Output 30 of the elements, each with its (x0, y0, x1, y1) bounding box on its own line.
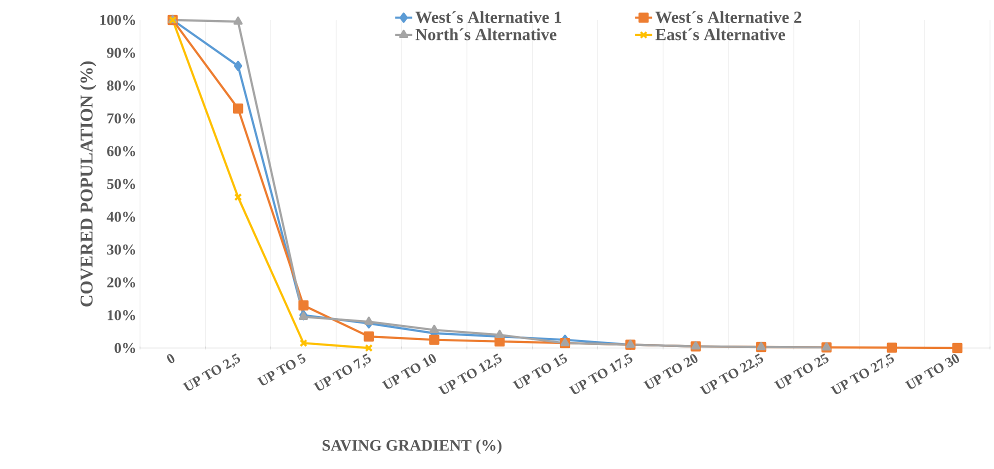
y-tick-label: 10% (108, 310, 136, 320)
x-tick-label: UP TO 22,5 (700, 353, 764, 394)
legend-label: West´s Alternative 1 (415, 11, 562, 24)
x-tick-label: UP TO 15 (512, 353, 567, 389)
x-tick-label: UP TO 12,5 (438, 353, 502, 394)
x-tick-label: UP TO 30 (904, 354, 960, 389)
legend-label: East´s Alternative (655, 28, 786, 40)
x-tick-label: UP TO 10 (382, 354, 436, 389)
y-tick-label: 90% (107, 48, 136, 58)
y-tick-label: 0% (114, 342, 136, 354)
legend-label: West´s Alternative 2 (655, 11, 802, 24)
y-tick-label: 50% (107, 178, 136, 190)
y-tick-label: 20% (107, 277, 136, 288)
x-tick-label: UP TO 20 (643, 354, 698, 389)
x-tick-label: 0 (167, 354, 174, 364)
y-tick-label: 40% (106, 212, 136, 222)
y-tick-label: 60% (107, 146, 136, 156)
x-tick-label: UP TO 17,5 (568, 353, 632, 394)
y-tick-label: 70% (107, 113, 136, 124)
x-axis-title: SAVING GRADIENT (%) (322, 440, 502, 454)
x-tick-label: UP TO 7,5 (313, 353, 371, 391)
x-tick-label: UP TO 5 (257, 353, 306, 386)
legend-label: North´s Alternative (416, 28, 556, 40)
x-tick-label: UP TO 27,5 (830, 353, 894, 394)
y-tick-label: 30% (107, 244, 136, 255)
y-axis-title: COVERED POPULATION (%) (80, 61, 96, 306)
x-tick-label: UP TO 2,5 (182, 353, 240, 391)
y-tick-label: 100% (100, 14, 136, 26)
y-tick-label: 80% (107, 80, 136, 91)
x-tick-label: UP TO 25 (774, 353, 829, 389)
